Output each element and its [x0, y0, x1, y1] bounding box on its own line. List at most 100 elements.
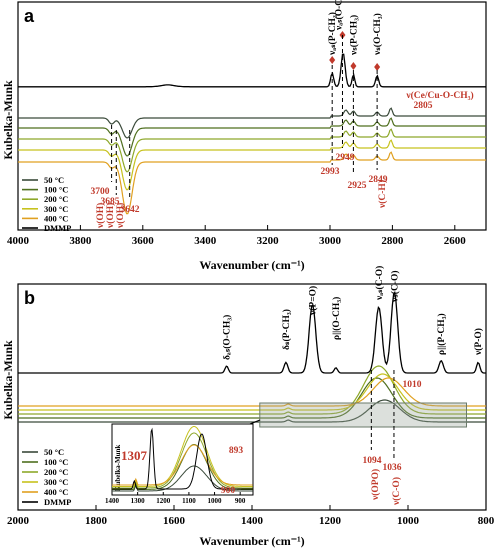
peak-label-top: νₐₛ(P-CH₃)	[327, 12, 338, 56]
peak-marker	[350, 62, 357, 70]
b-tick-label: 1200	[319, 515, 342, 527]
peak-label-red: 2925	[348, 181, 367, 191]
panel-a-ylabel: Kubelka-Munk	[1, 80, 15, 160]
inset-label: 893	[229, 446, 244, 456]
peak-label-red: 2805	[414, 101, 433, 111]
peak-label-red: ν(OH)	[105, 203, 116, 229]
inset-spectrum	[112, 426, 253, 487]
peak-label-red: 2949	[336, 153, 355, 163]
peak-label-top: νₐₛ(C-O)	[374, 266, 385, 301]
zoom-region	[259, 402, 467, 428]
peak-label-red: 1010	[403, 380, 422, 390]
panel-b-spectra	[18, 290, 486, 433]
inset-spectrum	[112, 427, 253, 490]
peak-label-top: ν(P-O)	[473, 328, 484, 356]
b-tick-label: 2000	[7, 515, 30, 527]
a-tick-label: 3600	[132, 235, 155, 247]
inset-label: 1307	[121, 448, 148, 463]
panel-a-x-ticks: 4000 3800 3600 3400 3200 3000 2800 2600	[7, 225, 466, 247]
panel-b-peak-labels: δₐₛ(O-CH₃) δₛ(P-CH₃) ν(P=O) ρ||(O-CH₃) νₐₛ(C…	[222, 266, 485, 506]
peak-label-top: ρ||(P-CH₃)	[436, 313, 447, 355]
panel-a-guides	[111, 35, 378, 200]
b-tick-label: 800	[478, 515, 495, 527]
peak-label-top: νₛ(P-CH₃)	[348, 15, 359, 56]
peak-label-red: 2849	[369, 175, 388, 185]
a-tick-label: 2800	[381, 235, 404, 247]
inset-spectrum	[112, 444, 253, 486]
a-tick-label: 2600	[444, 235, 467, 247]
temp-spectrum-a	[18, 151, 486, 215]
peak-label-red: ν(C-H)	[377, 180, 388, 209]
temp-spectrum-b	[18, 377, 486, 419]
peak-label-top: ν(P=O)	[307, 286, 318, 316]
peak-label-red: ν(OH)	[115, 203, 126, 229]
peak-label-top: νₐₛ(O-CH₃)	[333, 0, 344, 31]
temp-spectrum-a	[18, 128, 486, 173]
peak-label-red: ν(C-O)	[391, 477, 402, 506]
panel-b-label: b	[24, 288, 35, 308]
peak-label-top: νₛ(O-CH₃)	[372, 13, 383, 56]
temp-spectrum-a	[18, 117, 486, 157]
a-tick-label: 3000	[319, 235, 342, 247]
peak-label-top: νₛ(C-O)	[389, 270, 400, 303]
peak-label-top: ρ||(O-CH₃)	[331, 297, 342, 340]
temp-spectrum-a	[18, 107, 486, 139]
peak-label-red: ν(Ce/Cu-O-CH₃)	[405, 90, 473, 101]
legend-entry: 300 °C	[44, 477, 68, 487]
peak-label-red: ν(OH)	[95, 203, 106, 229]
peak-label-red: 1036	[383, 463, 402, 473]
peak-label-red: 2993	[321, 167, 340, 177]
legend-entry: DMMP	[44, 497, 71, 507]
temp-spectrum-b	[18, 399, 486, 423]
dmmp-spectrum-b	[18, 290, 486, 374]
a-tick-label: 3800	[69, 235, 92, 247]
b-tick-label: 1600	[163, 515, 186, 527]
legend-entry: 400 °C	[44, 487, 68, 497]
inset-tick-label: 1000	[208, 497, 223, 505]
inset-tick-label: 1300	[131, 497, 146, 505]
inset-tick-label: 1100	[182, 497, 196, 505]
a-tick-label: 3400	[194, 235, 217, 247]
temp-spectrum-b	[18, 365, 486, 415]
panel-b-x-ticks: 2000 1800 1600 1400 1200 1000 800	[7, 505, 495, 527]
panel-a-label: a	[24, 6, 35, 26]
b-tick-label: 1800	[85, 515, 108, 527]
legend-entry: 400 °C	[44, 213, 68, 223]
panel-b-ylabel: Kubelka-Munk	[1, 340, 15, 420]
temp-spectrum-b	[18, 373, 486, 411]
inset-tick-label: 1400	[105, 497, 120, 505]
temp-spectrum-b	[18, 377, 486, 407]
peak-label-red: 3642	[121, 205, 140, 215]
panel-a-xlabel: Wavenumber (cm⁻¹)	[199, 258, 304, 272]
peak-label-red: 3700	[91, 187, 110, 197]
legend-entry: 100 °C	[44, 457, 68, 467]
a-tick-label: 4000	[7, 235, 30, 247]
b-tick-label: 1400	[241, 515, 264, 527]
legend-entry: 50 °C	[44, 447, 64, 457]
legend-entry: 200 °C	[44, 194, 68, 204]
peak-label-top: δₐₛ(O-CH₃)	[222, 315, 233, 360]
legend-entry: 100 °C	[44, 185, 68, 195]
temp-spectrum-a	[18, 139, 486, 191]
peak-marker	[374, 63, 381, 71]
legend-entry: 200 °C	[44, 467, 68, 477]
peak-label-red: 3685	[101, 197, 120, 207]
legend-entry: 50 °C	[44, 175, 64, 185]
a-tick-label: 3200	[257, 235, 280, 247]
legend-entry: 300 °C	[44, 204, 68, 214]
b-tick-label: 1000	[397, 515, 420, 527]
inset-tick-label: 1200	[156, 497, 171, 505]
peak-label-top: δₛ(P-CH₃)	[281, 309, 292, 350]
panel-b-guides	[370, 370, 395, 460]
panel-a-peak-labels: νₐₛ(P-CH₃)νₐₛ(O-CH₃) νₛ(P-CH₃) νₛ(O-CH₃) ν(…	[91, 0, 474, 229]
peak-label-red: 1094	[363, 456, 382, 466]
panel-a-spectra	[18, 31, 486, 215]
panel-b-xlabel: Wavenumber (cm⁻¹)	[199, 534, 304, 548]
inset-label: 900	[221, 486, 236, 496]
peak-marker	[329, 56, 336, 64]
inset-tick-label: 900	[235, 497, 246, 505]
